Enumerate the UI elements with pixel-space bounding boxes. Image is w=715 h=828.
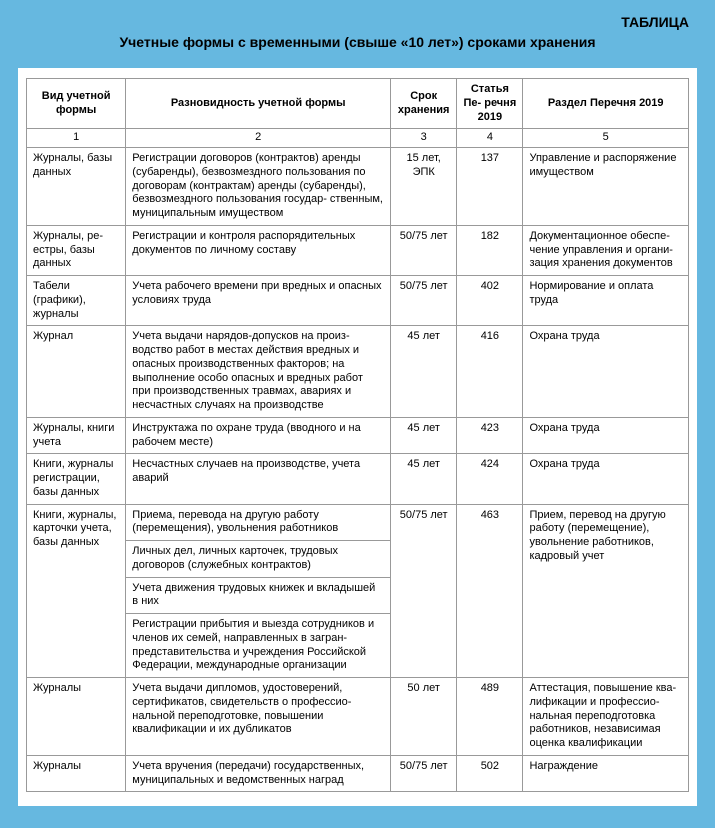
col-header-5: Раздел Перечня 2019 (523, 79, 689, 129)
cell-period: 45 лет (391, 326, 457, 418)
table-row: Журналы, книги учетаИнструктажа по охран… (27, 417, 689, 454)
cell-article: 182 (457, 225, 523, 275)
col-num-2: 2 (126, 129, 391, 148)
cell-form-type: Журналы, базы данных (27, 148, 126, 226)
cell-period: 50 лет (391, 678, 457, 756)
table-head: Вид учетной формы Разновидность учетной … (27, 79, 689, 129)
cell-variety: Учета выдачи дипломов, удостоверений, се… (126, 678, 391, 756)
cell-section: Охрана труда (523, 454, 689, 504)
col-header-2: Разновидность учетной формы (126, 79, 391, 129)
cell-variety: Приема, перевода на другую работу (перем… (126, 504, 391, 541)
cell-article: 502 (457, 755, 523, 792)
table-body: 1 2 3 4 5 Журналы, базы данныхРегистраци… (27, 129, 689, 792)
cell-article: 489 (457, 678, 523, 756)
cell-period: 50/75 лет (391, 755, 457, 792)
cell-form-type: Журнал (27, 326, 126, 418)
page-frame: ТАБЛИЦА Учетные формы с временными (свыш… (0, 0, 715, 828)
cell-variety: Личных дел, личных карточек, трудовых до… (126, 541, 391, 578)
cell-article: 424 (457, 454, 523, 504)
cell-form-type: Журналы (27, 755, 126, 792)
col-header-1: Вид учетной формы (27, 79, 126, 129)
cell-article: 463 (457, 504, 523, 678)
cell-form-type: Журналы (27, 678, 126, 756)
page-title: Учетные формы с временными (свыше «10 ле… (18, 34, 697, 68)
cell-form-type: Табели (графики), журналы (27, 276, 126, 326)
col-num-4: 4 (457, 129, 523, 148)
cell-form-type: Журналы, ре- естры, базы данных (27, 225, 126, 275)
col-num-3: 3 (391, 129, 457, 148)
cell-period: 50/75 лет (391, 504, 457, 678)
table-header-row: Вид учетной формы Разновидность учетной … (27, 79, 689, 129)
table-row: Книги, журналы, карточки учета, базы дан… (27, 504, 689, 541)
table-row: ЖурналыУчета выдачи дипломов, удостовере… (27, 678, 689, 756)
table-row: Табели (графики), журналыУчета рабочего … (27, 276, 689, 326)
cell-article: 137 (457, 148, 523, 226)
cell-article: 423 (457, 417, 523, 454)
table-label: ТАБЛИЦА (18, 0, 697, 34)
cell-section: Нормирование и оплата труда (523, 276, 689, 326)
cell-period: 50/75 лет (391, 276, 457, 326)
table-row: ЖурналыУчета вручения (передачи) государ… (27, 755, 689, 792)
table-container: Вид учетной формы Разновидность учетной … (18, 68, 697, 806)
cell-variety: Учета движения трудовых книжек и вкладыш… (126, 577, 391, 614)
cell-variety: Учета выдачи нарядов-допусков на произ- … (126, 326, 391, 418)
table-row: Журналы, базы данныхРегистрации договоро… (27, 148, 689, 226)
cell-section: Управление и распоряжение имуществом (523, 148, 689, 226)
col-num-1: 1 (27, 129, 126, 148)
cell-section: Документационное обеспе- чение управлени… (523, 225, 689, 275)
cell-section: Охрана труда (523, 326, 689, 418)
cell-section: Аттестация, повышение ква- лификации и п… (523, 678, 689, 756)
cell-period: 50/75 лет (391, 225, 457, 275)
cell-variety: Инструктажа по охране труда (вводного и … (126, 417, 391, 454)
cell-period: 15 лет, ЭПК (391, 148, 457, 226)
cell-section: Прием, перевод на другую работу (перемещ… (523, 504, 689, 678)
cell-section: Охрана труда (523, 417, 689, 454)
cell-variety: Регистрации договоров (контрактов) аренд… (126, 148, 391, 226)
table-number-row: 1 2 3 4 5 (27, 129, 689, 148)
table-row: Журналы, ре- естры, базы данныхРегистрац… (27, 225, 689, 275)
retention-table: Вид учетной формы Разновидность учетной … (26, 78, 689, 792)
cell-form-type: Журналы, книги учета (27, 417, 126, 454)
cell-variety: Регистрации и контроля распорядительных … (126, 225, 391, 275)
table-row: Книги, журналы регистрации, базы данныхН… (27, 454, 689, 504)
col-header-4: Статья Пе- речня 2019 (457, 79, 523, 129)
cell-article: 416 (457, 326, 523, 418)
cell-form-type: Книги, журналы, карточки учета, базы дан… (27, 504, 126, 678)
cell-period: 45 лет (391, 454, 457, 504)
cell-variety: Регистрации прибытия и выезда сотруднико… (126, 614, 391, 678)
col-num-5: 5 (523, 129, 689, 148)
cell-section: Награждение (523, 755, 689, 792)
cell-article: 402 (457, 276, 523, 326)
cell-period: 45 лет (391, 417, 457, 454)
cell-variety: Несчастных случаев на производстве, учет… (126, 454, 391, 504)
table-row: ЖурналУчета выдачи нарядов-допусков на п… (27, 326, 689, 418)
cell-form-type: Книги, журналы регистрации, базы данных (27, 454, 126, 504)
cell-variety: Учета вручения (передачи) государственны… (126, 755, 391, 792)
cell-variety: Учета рабочего времени при вредных и опа… (126, 276, 391, 326)
col-header-3: Срок хранения (391, 79, 457, 129)
